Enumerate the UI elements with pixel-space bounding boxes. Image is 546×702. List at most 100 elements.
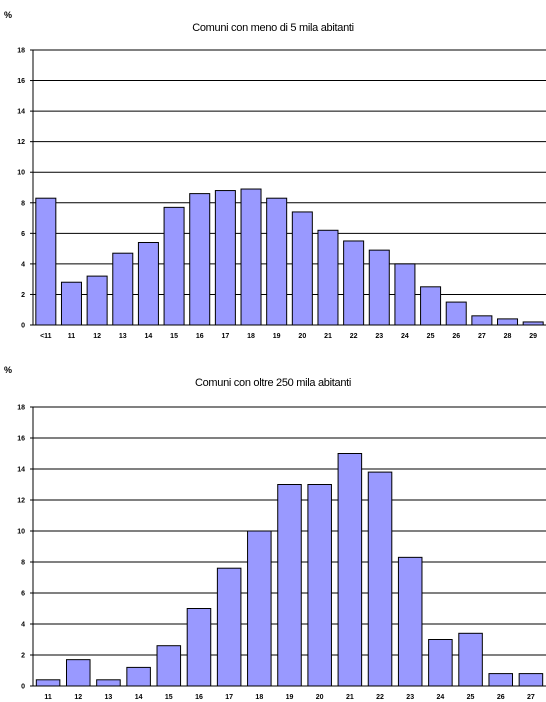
x-tick-label: 25 <box>467 694 475 701</box>
x-tick-label: 15 <box>170 333 178 340</box>
x-tick-label: 12 <box>93 333 101 340</box>
x-tick-label: 11 <box>44 694 52 701</box>
y-tick-label: 18 <box>17 405 25 412</box>
x-tick-label: 25 <box>427 333 435 340</box>
y-tick-label: 8 <box>21 200 25 207</box>
x-tick-label: 12 <box>74 694 82 701</box>
bar <box>126 666 151 687</box>
x-tick-label: 11 <box>68 333 76 340</box>
bar <box>397 556 423 687</box>
bar <box>240 188 262 326</box>
bar <box>518 673 544 687</box>
x-tick-label: 28 <box>504 333 512 340</box>
bar <box>112 252 134 326</box>
bar <box>86 275 108 326</box>
y-axis-unit-label: % <box>4 365 13 375</box>
x-tick-label: 21 <box>324 333 332 340</box>
x-tick-label: 24 <box>436 694 444 701</box>
x-tick-label: 18 <box>247 333 255 340</box>
y-tick-label: 12 <box>17 139 25 146</box>
y-tick-label: 16 <box>17 78 25 85</box>
y-tick-label: 2 <box>21 292 25 299</box>
bar <box>35 679 61 687</box>
x-tick-label: 20 <box>316 694 324 701</box>
x-tick-label: 14 <box>145 333 153 340</box>
y-tick-label: 0 <box>21 323 25 330</box>
bar <box>337 453 363 687</box>
bar <box>65 659 91 687</box>
y-tick-label: 10 <box>17 170 25 177</box>
y-tick-label: 16 <box>17 436 25 443</box>
bar <box>214 190 236 326</box>
bar <box>291 211 313 326</box>
bar <box>522 321 544 326</box>
bar <box>367 471 393 687</box>
x-tick-label: <11 <box>40 333 52 340</box>
bar <box>277 484 302 687</box>
bar <box>458 632 483 687</box>
x-tick-label: 21 <box>346 694 354 701</box>
bar <box>156 645 182 687</box>
y-axis-unit-label: % <box>4 10 13 20</box>
y-tick-label: 14 <box>17 109 25 116</box>
x-tick-label: 13 <box>119 333 127 340</box>
bar <box>488 673 514 687</box>
bar <box>266 197 288 326</box>
bar <box>247 530 272 687</box>
x-tick-label: 22 <box>376 694 384 701</box>
bar <box>445 301 467 326</box>
bar <box>471 315 493 326</box>
x-tick-label: 17 <box>225 694 233 701</box>
y-tick-label: 10 <box>17 529 25 536</box>
bar <box>186 608 212 687</box>
x-tick-label: 26 <box>497 694 505 701</box>
x-tick-label: 13 <box>105 694 113 701</box>
bar <box>317 229 339 326</box>
bar <box>307 484 332 687</box>
bar <box>163 206 185 326</box>
bar <box>497 318 519 326</box>
x-tick-label: 16 <box>195 694 203 701</box>
x-tick-label: 15 <box>165 694 173 701</box>
x-tick-label: 18 <box>255 694 263 701</box>
bar <box>216 567 242 687</box>
x-tick-label: 27 <box>478 333 486 340</box>
y-tick-label: 6 <box>21 231 25 238</box>
y-tick-label: 12 <box>17 498 25 505</box>
chart-title: Comuni con oltre 250 mila abitanti <box>194 377 352 389</box>
x-tick-label: 29 <box>529 333 537 340</box>
x-tick-label: 16 <box>196 333 204 340</box>
y-tick-label: 18 <box>17 48 25 55</box>
bar <box>35 197 57 326</box>
y-tick-label: 4 <box>21 261 25 268</box>
y-tick-label: 14 <box>17 467 25 474</box>
x-tick-label: 19 <box>286 694 294 701</box>
x-tick-label: 19 <box>273 333 281 340</box>
y-tick-label: 8 <box>21 560 25 567</box>
x-tick-label: 24 <box>401 333 409 340</box>
y-tick-label: 2 <box>21 653 25 660</box>
x-tick-label: 17 <box>221 333 229 340</box>
x-tick-label: 27 <box>527 694 535 701</box>
bar <box>343 240 365 326</box>
bar <box>394 263 416 326</box>
x-tick-label: 22 <box>350 333 358 340</box>
bar <box>428 639 453 687</box>
x-tick-label: 26 <box>452 333 460 340</box>
y-tick-label: 4 <box>21 622 25 629</box>
x-tick-label: 14 <box>135 694 143 701</box>
y-tick-label: 6 <box>21 591 25 598</box>
bar <box>137 242 159 326</box>
bar <box>189 193 211 326</box>
chart-title: Comuni con meno di 5 mila abitanti <box>192 22 354 34</box>
x-tick-label: 20 <box>298 333 306 340</box>
y-tick-label: 0 <box>21 684 25 691</box>
bar <box>60 281 82 326</box>
bar <box>368 249 390 326</box>
x-tick-label: 23 <box>406 694 414 701</box>
bar <box>420 286 442 326</box>
